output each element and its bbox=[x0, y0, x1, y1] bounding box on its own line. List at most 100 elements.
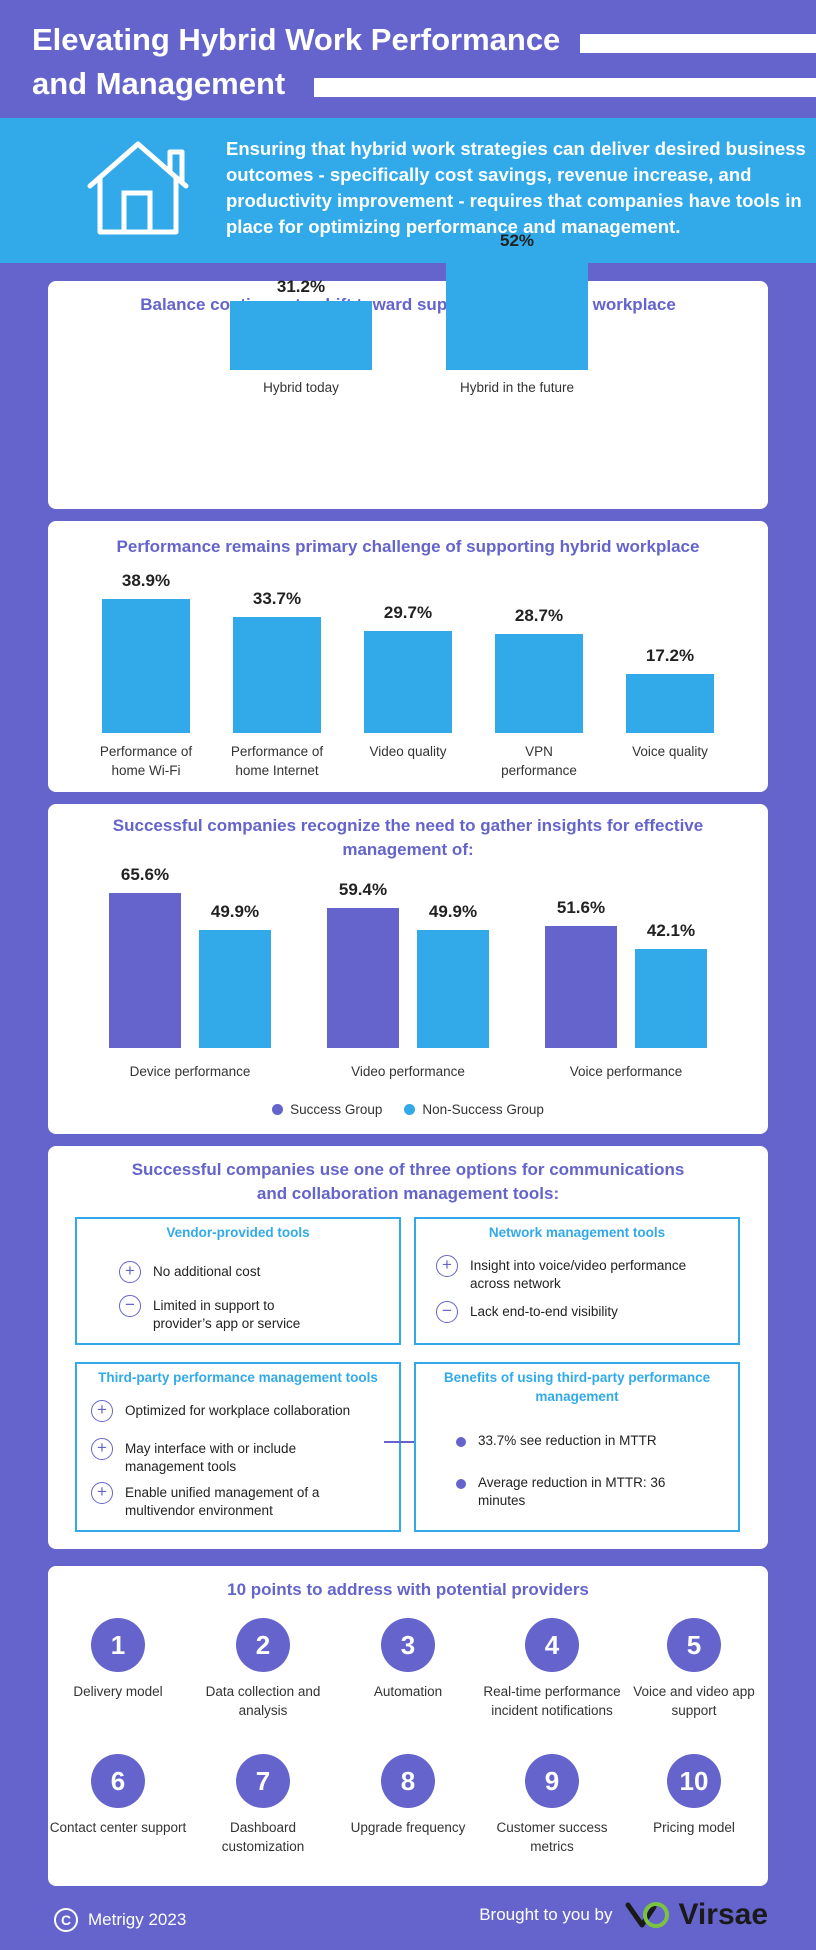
third-party-tools-box: Third-party performance management tools… bbox=[75, 1362, 401, 1532]
page-title-line2: and Management bbox=[32, 66, 286, 101]
legend-swatch bbox=[272, 1104, 284, 1115]
copyright-icon: C bbox=[54, 1908, 78, 1932]
sponsor-label: Brought to you by bbox=[479, 1905, 613, 1924]
data-label: 28.7% bbox=[514, 606, 564, 626]
point-number-badge: 10 bbox=[667, 1754, 721, 1808]
bar bbox=[446, 255, 588, 370]
benefit-item: 33.7% see reduction in MTTR bbox=[456, 1432, 726, 1450]
page-title-line1: Elevating Hybrid Work Performance bbox=[32, 22, 561, 57]
benefits-box: Benefits of using third-party performanc… bbox=[414, 1362, 740, 1532]
tick-label: Video quality bbox=[343, 742, 473, 761]
tick-label-line: Performance of bbox=[99, 744, 193, 759]
tool-item-text: Enable unified management of a multivend… bbox=[125, 1485, 320, 1518]
data-label: 17.2% bbox=[645, 645, 695, 665]
legend-label: Success Group bbox=[290, 1102, 383, 1117]
bar bbox=[364, 630, 452, 733]
tool-item-text: May interface with or include management… bbox=[125, 1441, 297, 1474]
plus-icon: + bbox=[91, 1438, 113, 1460]
tick-label: Performance of home Wi-Fi bbox=[81, 742, 211, 780]
box-title: Network management tools bbox=[488, 1225, 666, 1240]
tool-item-text: Lack end-to-end visibility bbox=[470, 1304, 618, 1319]
bar bbox=[199, 930, 271, 1048]
legend-item-non-success: Non-Success Group bbox=[404, 1102, 544, 1117]
data-label: 49.9% bbox=[428, 902, 478, 922]
bar bbox=[635, 948, 707, 1048]
point-item: 8 Upgrade frequency bbox=[338, 1754, 478, 1837]
footer-sponsor: Brought to you by Virsae bbox=[479, 1898, 768, 1932]
point-label: Upgrade frequency bbox=[350, 1820, 466, 1835]
data-label: 51.6% bbox=[556, 898, 606, 918]
title-decoration-bar bbox=[314, 78, 816, 97]
tool-item: + Optimized for workplace collaboration bbox=[91, 1400, 391, 1422]
tick-label-line: performance bbox=[501, 763, 577, 778]
plus-icon: + bbox=[436, 1255, 458, 1277]
point-label: Customer success metrics bbox=[496, 1820, 608, 1854]
footer-copyright: C Metrigy 2023 bbox=[54, 1908, 186, 1932]
header: Elevating Hybrid Work Performance and Ma… bbox=[0, 0, 816, 118]
legend-swatch bbox=[404, 1104, 416, 1115]
point-number-badge: 2 bbox=[236, 1618, 290, 1672]
tool-item-text: No additional cost bbox=[153, 1264, 261, 1279]
point-label: Real-time performance incident notificat… bbox=[483, 1684, 621, 1718]
tool-item: + Insight into voice/video performance a… bbox=[436, 1255, 726, 1293]
bar bbox=[102, 599, 190, 733]
point-item: 6 Contact center support bbox=[48, 1754, 188, 1837]
hybrid-balance-chart-card: Balance continues to shift toward suppor… bbox=[48, 231, 768, 509]
tool-item: + May interface with or include manageme… bbox=[91, 1438, 321, 1476]
footer-source: Metrigy 2023 bbox=[88, 1910, 187, 1929]
chart-title: Balance continues to shift toward suppor… bbox=[140, 295, 676, 314]
benefit-item-text: Average reduction in MTTR: 36 minutes bbox=[478, 1475, 666, 1508]
bar bbox=[327, 907, 399, 1048]
virsae-logo-mark-icon bbox=[625, 1902, 670, 1928]
chart-title: Performance remains primary challenge of… bbox=[116, 537, 700, 556]
tick-label: VPN performance bbox=[474, 742, 604, 780]
point-number-badge: 4 bbox=[525, 1618, 579, 1672]
tick-label-line: Video quality bbox=[369, 744, 447, 759]
bar bbox=[230, 301, 372, 370]
chart-title: Successful companies recognize the need … bbox=[112, 816, 704, 859]
point-item: 1 Delivery model bbox=[48, 1618, 188, 1701]
minus-icon: − bbox=[436, 1301, 458, 1323]
ten-points-card: 10 points to address with potential prov… bbox=[48, 1566, 768, 1886]
bar bbox=[626, 673, 714, 733]
tool-item-text: Insight into voice/video performance acr… bbox=[470, 1258, 687, 1291]
intro-band: Ensuring that hybrid work strategies can… bbox=[0, 118, 816, 263]
point-number-badge: 6 bbox=[91, 1754, 145, 1808]
network-tools-box: Network management tools + Insight into … bbox=[414, 1217, 740, 1345]
point-number-badge: 3 bbox=[381, 1618, 435, 1672]
point-item: 3 Automation bbox=[338, 1618, 478, 1701]
benefit-item: Average reduction in MTTR: 36 minutes bbox=[456, 1474, 666, 1510]
legend-item-success: Success Group bbox=[272, 1102, 382, 1117]
bar bbox=[109, 893, 181, 1048]
data-label: 29.7% bbox=[383, 602, 433, 622]
data-label: 65.6% bbox=[120, 865, 170, 884]
point-label: Delivery model bbox=[73, 1684, 163, 1699]
chart-legend: Success Group Non-Success Group bbox=[48, 1102, 768, 1117]
bar bbox=[545, 926, 617, 1048]
bullet-icon bbox=[456, 1437, 466, 1447]
point-label: Contact center support bbox=[49, 1820, 187, 1835]
data-label: 38.9% bbox=[121, 571, 171, 590]
tool-item-text: Limited in support to provider’s app or … bbox=[153, 1298, 301, 1331]
box-title: Vendor-provided tools bbox=[166, 1225, 310, 1240]
box-title: Benefits of using third-party performanc… bbox=[443, 1370, 711, 1404]
intro-text: Ensuring that hybrid work strategies can… bbox=[226, 138, 806, 237]
data-label: 31.2% bbox=[276, 277, 326, 296]
legend-label: Non-Success Group bbox=[422, 1102, 544, 1117]
plus-icon: + bbox=[119, 1261, 141, 1283]
tick-label-line: Voice quality bbox=[632, 744, 708, 759]
virsae-logo: Virsae bbox=[622, 1898, 768, 1932]
point-item: 7 Dashboard customization bbox=[193, 1754, 333, 1856]
plus-icon: + bbox=[91, 1482, 113, 1504]
point-item: 9 Customer success metrics bbox=[482, 1754, 622, 1856]
tick-label-line: home Internet bbox=[235, 763, 319, 778]
tool-item: − Limited in support to provider’s app o… bbox=[119, 1295, 319, 1333]
box-title: Third-party performance management tools bbox=[98, 1370, 378, 1385]
tick-label: Voice quality bbox=[605, 742, 735, 761]
section-title: 10 points to address with potential prov… bbox=[227, 1580, 589, 1599]
point-item: 10 Pricing model bbox=[624, 1754, 764, 1837]
tick-label: Voice performance bbox=[569, 1064, 683, 1079]
point-number-badge: 8 bbox=[381, 1754, 435, 1808]
data-label: 42.1% bbox=[646, 920, 696, 940]
benefit-item-text: 33.7% see reduction in MTTR bbox=[478, 1433, 657, 1448]
